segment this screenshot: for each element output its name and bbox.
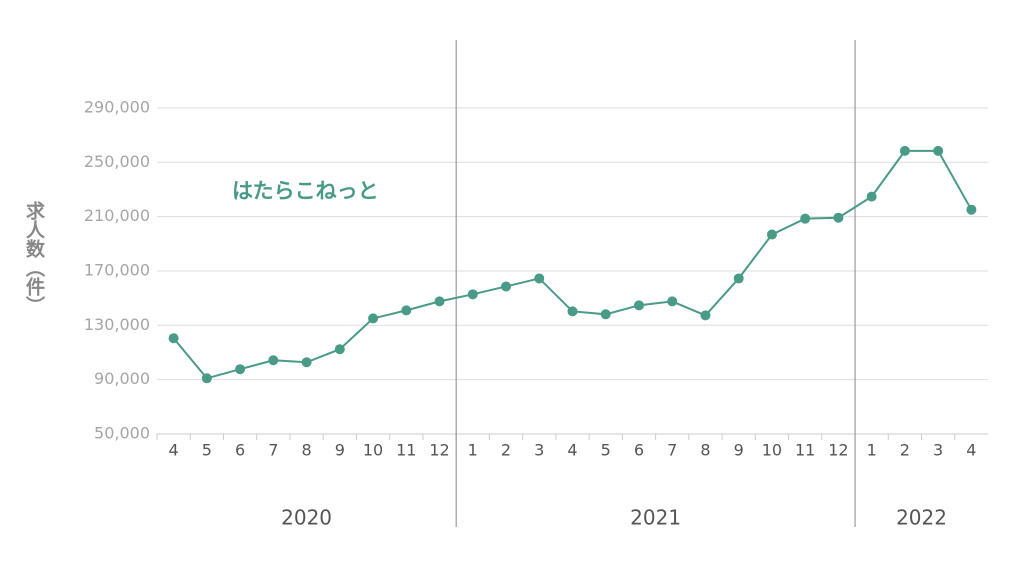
x-tick-label: 6 — [634, 441, 644, 460]
x-tick-label: 3 — [534, 441, 544, 460]
point — [401, 305, 412, 316]
x-tick-label: 6 — [235, 441, 245, 460]
point — [567, 306, 578, 317]
point — [368, 313, 379, 324]
year-label: 2022 — [896, 506, 947, 530]
series-label: はたらこねっと — [232, 179, 379, 203]
x-tick-label: 4 — [966, 441, 976, 460]
point — [866, 191, 877, 202]
x-tick-label: 4 — [169, 441, 179, 460]
x-tick-label: 5 — [202, 441, 212, 460]
y-axis-label: 求人数（件） — [23, 200, 45, 315]
point — [667, 296, 678, 307]
point — [766, 229, 777, 240]
point — [899, 145, 910, 156]
y-tick-label: 250,000 — [84, 152, 150, 171]
x-tick-label: 1 — [468, 441, 478, 460]
point — [201, 373, 212, 384]
x-tick-label: 10 — [363, 441, 383, 460]
x-tick-label: 2 — [501, 441, 511, 460]
point — [501, 281, 512, 292]
x-tick-label: 4 — [567, 441, 577, 460]
y-tick-label: 130,000 — [84, 315, 150, 334]
point — [434, 296, 445, 307]
x-tick-label: 12 — [828, 441, 848, 460]
point — [833, 212, 844, 223]
x-tick-label: 2 — [900, 441, 910, 460]
y-tick-label: 210,000 — [84, 206, 150, 225]
x-tick-label: 9 — [335, 441, 345, 460]
point — [168, 333, 179, 344]
x-tick-label: 3 — [933, 441, 943, 460]
x-tick-label: 10 — [762, 441, 782, 460]
point — [733, 273, 744, 284]
x-tick-label: 11 — [396, 441, 416, 460]
year-label: 2020 — [281, 506, 332, 530]
x-tick-label: 12 — [429, 441, 449, 460]
x-tick-label: 8 — [700, 441, 710, 460]
y-tick-label: 170,000 — [84, 260, 150, 279]
x-tick-label: 5 — [601, 441, 611, 460]
y-tick-label: 50,000 — [94, 424, 150, 443]
x-tick-label: 1 — [867, 441, 877, 460]
point — [534, 273, 545, 284]
x-tick-label: 7 — [268, 441, 278, 460]
point — [600, 309, 611, 320]
x-tick-label: 11 — [795, 441, 815, 460]
point — [800, 213, 811, 224]
point — [334, 344, 345, 355]
x-tick-label: 9 — [734, 441, 744, 460]
x-tick-label: 8 — [301, 441, 311, 460]
point — [966, 204, 977, 215]
point — [467, 289, 478, 300]
point — [268, 355, 279, 366]
x-tick-label: 7 — [667, 441, 677, 460]
year-label: 2021 — [630, 506, 681, 530]
point — [235, 364, 246, 375]
point — [633, 300, 644, 311]
y-tick-label: 90,000 — [94, 369, 150, 388]
point — [301, 357, 312, 368]
point — [700, 310, 711, 321]
point — [933, 145, 944, 156]
y-tick-label: 290,000 — [84, 97, 150, 116]
